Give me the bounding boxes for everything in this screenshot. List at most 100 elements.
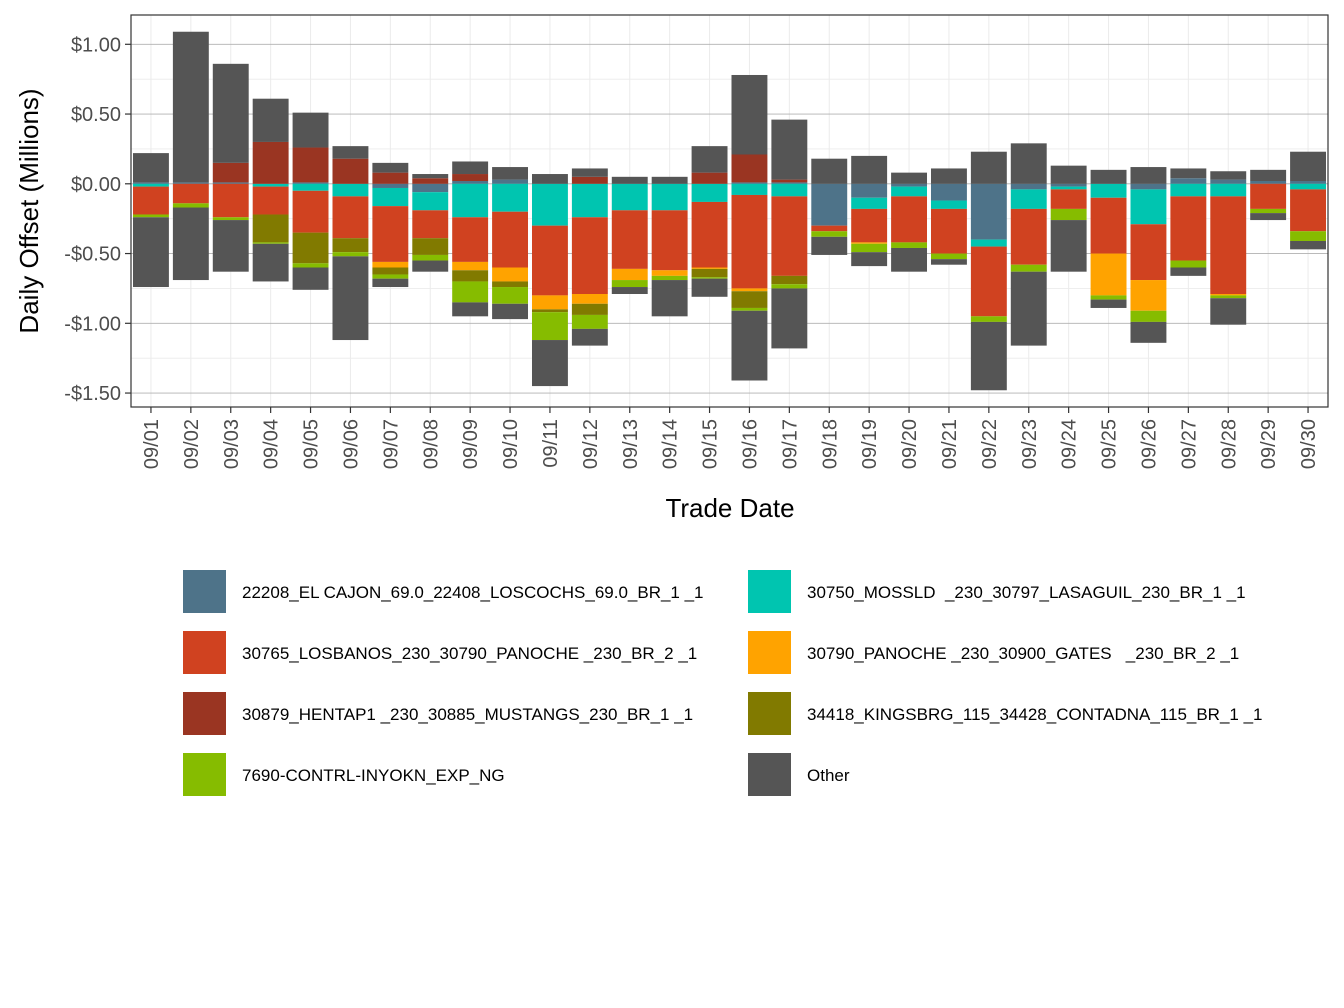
- bar-segment: [771, 275, 808, 285]
- bar-segment: [1250, 208, 1287, 214]
- x-tick-label: 09/06: [340, 419, 362, 469]
- bar-segment: [531, 183, 568, 226]
- bar-segment: [851, 155, 888, 184]
- bar-segment: [771, 196, 808, 276]
- bar-segment: [771, 119, 808, 180]
- bar-segment: [492, 183, 529, 212]
- bar-segment: [651, 270, 688, 276]
- bar-segment: [771, 179, 808, 183]
- bar-segment: [1170, 178, 1207, 184]
- legend-key: [183, 631, 226, 674]
- y-tick-label: -$1.00: [64, 313, 121, 335]
- legend-label: 34418_KINGSBRG_115_34428_CONTADNA_115_BR…: [807, 705, 1263, 724]
- bar-segment: [1290, 183, 1327, 190]
- bar-segment: [132, 153, 169, 183]
- bar-segment: [412, 210, 449, 239]
- x-tick-label: 09/03: [221, 419, 243, 469]
- bar-segment: [132, 214, 169, 218]
- bar-segment: [172, 31, 209, 183]
- bar-segment: [970, 316, 1007, 322]
- bar-segment: [731, 182, 768, 184]
- x-tick-label: 09/02: [181, 419, 203, 469]
- legend: 22208_EL CAJON_69.0_22408_LOSCOCHS_69.0_…: [183, 570, 1263, 796]
- bar-segment: [292, 232, 329, 264]
- bar-segment: [372, 274, 409, 279]
- bar-segment: [1090, 169, 1127, 184]
- x-tick-label: 09/01: [141, 419, 163, 469]
- bar-segment: [372, 267, 409, 275]
- x-tick-label: 09/22: [979, 419, 1001, 469]
- bar-segment: [492, 167, 529, 180]
- bar-segment: [731, 194, 768, 289]
- bar-segment: [292, 182, 329, 184]
- plot-panel: [131, 15, 1328, 407]
- bar-segment: [132, 182, 169, 184]
- bar-segment: [891, 242, 928, 248]
- y-tick-label: $1.00: [71, 34, 121, 56]
- bar-segment: [1050, 208, 1087, 221]
- bar-segment: [1130, 167, 1167, 184]
- bar-segment: [731, 291, 768, 308]
- bar-segment: [611, 268, 648, 281]
- bar-segment: [1010, 189, 1047, 209]
- bar-segment: [731, 288, 768, 292]
- bar-segment: [771, 284, 808, 289]
- bar-segment: [1130, 310, 1167, 322]
- bar-segment: [292, 112, 329, 148]
- bar-segment: [132, 217, 169, 288]
- x-axis-title: Trade Date: [665, 493, 794, 523]
- bar-segment: [132, 183, 169, 187]
- bar-segment: [452, 174, 489, 182]
- bar-segment: [212, 183, 249, 218]
- bar-segment: [771, 182, 808, 184]
- bar-segment: [1290, 231, 1327, 241]
- bar-segment: [292, 147, 329, 183]
- bar-segment: [731, 154, 768, 183]
- bar-segment: [571, 303, 608, 315]
- bar-segment: [771, 288, 808, 349]
- bar-segment: [611, 210, 648, 269]
- bar-segment: [651, 210, 688, 271]
- bar-segment: [930, 208, 967, 254]
- bar-segment: [172, 182, 209, 184]
- bar-segment: [372, 187, 409, 207]
- bar-segment: [452, 281, 489, 303]
- bar-segment: [132, 186, 169, 215]
- bar-segment: [970, 151, 1007, 184]
- bar-segment: [811, 183, 848, 226]
- y-tick-label: -$0.50: [64, 244, 121, 266]
- bar-segment: [372, 183, 409, 188]
- x-tick-label: 09/04: [261, 419, 283, 469]
- bar-segment: [412, 192, 449, 211]
- x-tick-label: 09/10: [500, 419, 522, 469]
- bar-segment: [332, 252, 369, 257]
- x-tick-label: 09/20: [899, 419, 921, 469]
- x-tick-label: 09/16: [739, 419, 761, 469]
- bar-segment: [1130, 321, 1167, 343]
- bar-segment: [372, 206, 409, 262]
- bar-segment: [1050, 220, 1087, 272]
- bar-segment: [691, 268, 728, 278]
- bar-segment: [372, 261, 409, 268]
- bar-segment: [811, 236, 848, 255]
- bar-segment: [1010, 143, 1047, 184]
- bar-segment: [651, 183, 688, 211]
- bar-segment: [691, 267, 728, 269]
- x-tick-label: 09/24: [1059, 419, 1081, 469]
- bar-segment: [1170, 196, 1207, 261]
- bar-segment: [492, 287, 529, 304]
- bar-segment: [651, 280, 688, 317]
- x-tick-label: 09/30: [1298, 419, 1320, 469]
- bar-segment: [332, 256, 369, 341]
- bar-segment: [811, 158, 848, 184]
- bar-segment: [1090, 299, 1127, 308]
- bar-segment: [332, 158, 369, 184]
- bar-segment: [1290, 151, 1327, 182]
- bar-segment: [571, 176, 608, 184]
- bar-segment: [1250, 183, 1287, 209]
- bar-segment: [731, 310, 768, 381]
- bar-segment: [1210, 179, 1247, 184]
- bar-segment: [212, 63, 249, 163]
- bar-segment: [292, 267, 329, 290]
- legend-key: [183, 692, 226, 735]
